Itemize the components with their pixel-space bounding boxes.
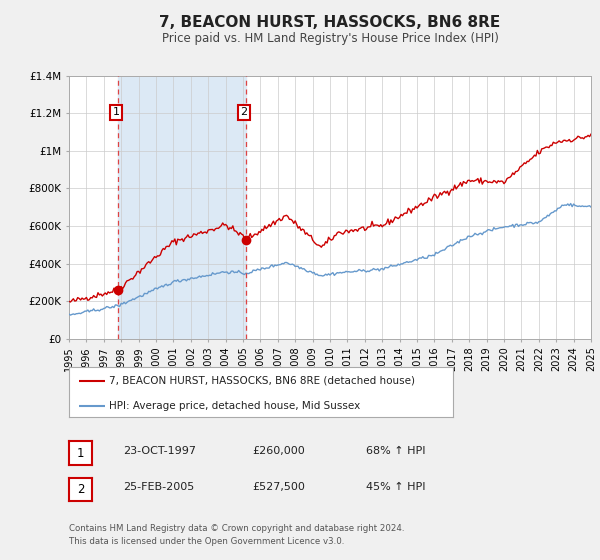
Text: £260,000: £260,000 xyxy=(252,446,305,456)
Text: 7, BEACON HURST, HASSOCKS, BN6 8RE: 7, BEACON HURST, HASSOCKS, BN6 8RE xyxy=(160,15,500,30)
Text: 45% ↑ HPI: 45% ↑ HPI xyxy=(366,482,425,492)
Text: 2: 2 xyxy=(241,108,247,118)
Text: 23-OCT-1997: 23-OCT-1997 xyxy=(123,446,196,456)
Text: £527,500: £527,500 xyxy=(252,482,305,492)
Text: Contains HM Land Registry data © Crown copyright and database right 2024.: Contains HM Land Registry data © Crown c… xyxy=(69,524,404,533)
Text: 1: 1 xyxy=(77,446,84,460)
Text: 7, BEACON HURST, HASSOCKS, BN6 8RE (detached house): 7, BEACON HURST, HASSOCKS, BN6 8RE (deta… xyxy=(109,376,415,386)
Text: Price paid vs. HM Land Registry's House Price Index (HPI): Price paid vs. HM Land Registry's House … xyxy=(161,31,499,45)
Text: 1: 1 xyxy=(112,108,119,118)
Text: This data is licensed under the Open Government Licence v3.0.: This data is licensed under the Open Gov… xyxy=(69,537,344,546)
Bar xyxy=(118,76,245,339)
Text: 25-FEB-2005: 25-FEB-2005 xyxy=(123,482,194,492)
Text: 2: 2 xyxy=(77,483,84,496)
Text: 68% ↑ HPI: 68% ↑ HPI xyxy=(366,446,425,456)
Text: HPI: Average price, detached house, Mid Sussex: HPI: Average price, detached house, Mid … xyxy=(109,401,361,411)
